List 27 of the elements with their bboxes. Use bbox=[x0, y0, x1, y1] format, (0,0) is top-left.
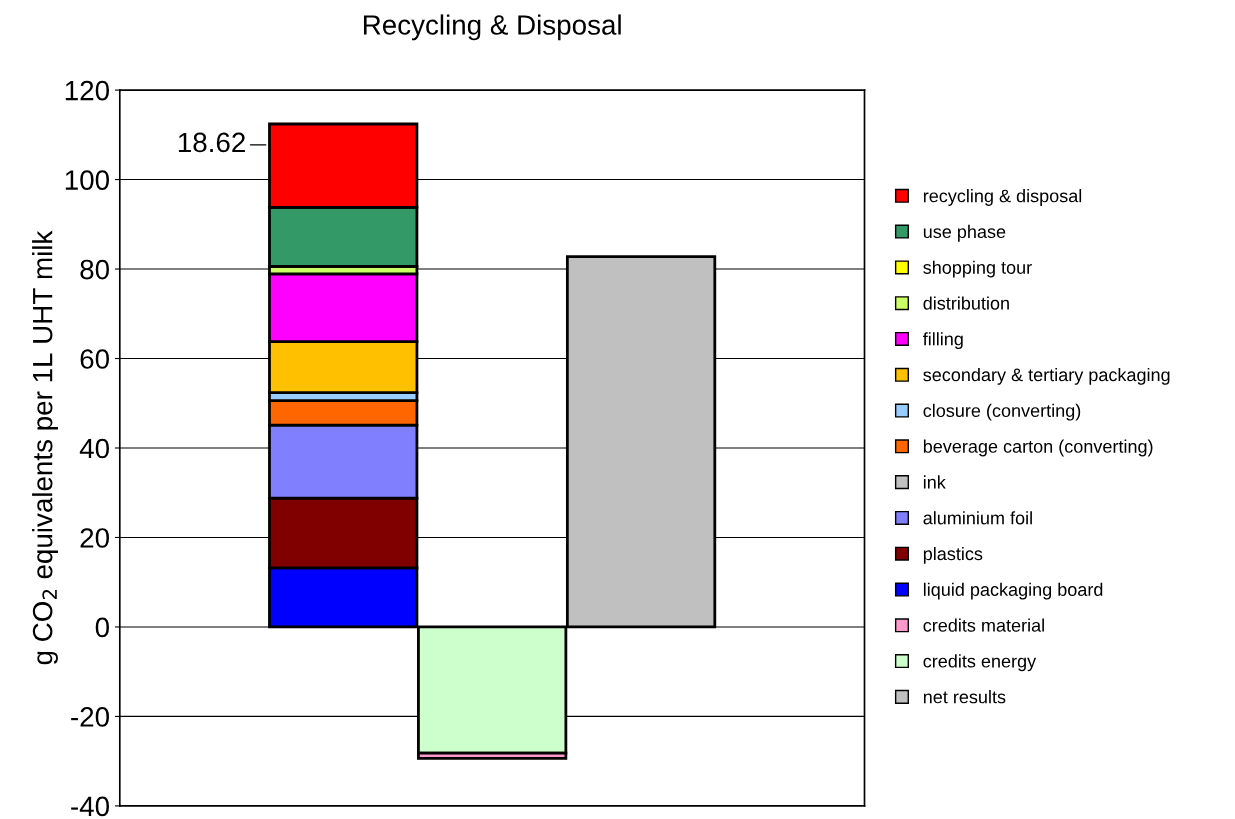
legend-label: secondary & tertiary packaging bbox=[923, 368, 1170, 385]
legend-label: liquid packaging board bbox=[923, 582, 1103, 600]
y-tick-label: 40 bbox=[79, 438, 109, 459]
legend-label: beverage carton (converting) bbox=[923, 439, 1153, 457]
legend-label: distribution bbox=[923, 296, 1009, 310]
data-label: 18.62 bbox=[178, 132, 245, 153]
legend-label: use phase bbox=[923, 224, 1006, 242]
legend-label: closure (converting) bbox=[923, 403, 1081, 421]
chart-title: Recycling & Disposal bbox=[363, 14, 621, 41]
legend-label: net results bbox=[923, 690, 1006, 704]
y-tick-label: 100 bbox=[65, 170, 109, 190]
legend-label: aluminium foil bbox=[923, 511, 1032, 525]
y-tick-label: -20 bbox=[71, 707, 109, 727]
y-tick-label: 0 bbox=[95, 617, 109, 638]
y-tick-label: 20 bbox=[80, 528, 109, 548]
y-tick-label: 120 bbox=[65, 80, 109, 101]
y-tick-label: 60 bbox=[80, 349, 109, 369]
legend-label: recycling & disposal bbox=[923, 189, 1082, 206]
legend-label: credits material bbox=[923, 618, 1044, 632]
y-tick-label: 80 bbox=[80, 259, 109, 280]
y-axis-title: g CO$_{2}$ equivalents per 1L UHT milk bbox=[32, 230, 58, 665]
legend-label: filling bbox=[922, 332, 963, 350]
legend-label: plastics bbox=[923, 546, 983, 564]
legend-label: ink bbox=[923, 475, 946, 489]
legend-label: shopping tour bbox=[923, 260, 1032, 278]
y-tick-label: -40 bbox=[71, 796, 109, 817]
legend-label: credits energy bbox=[923, 654, 1037, 672]
